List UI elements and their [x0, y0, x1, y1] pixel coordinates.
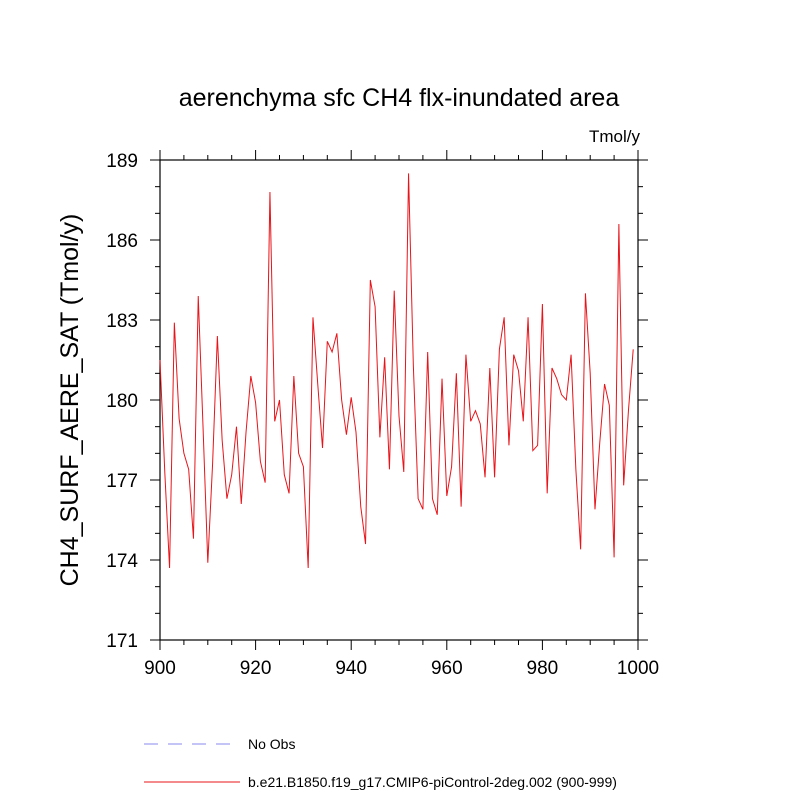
legend: No Obs b.e21.B1850.f19_g17.CMIP6-piContr… — [144, 736, 617, 790]
x-tick-label: 960 — [431, 658, 463, 679]
legend-item-model: b.e21.B1850.f19_g17.CMIP6-piControl-2deg… — [144, 774, 617, 790]
series-line — [159, 173, 634, 569]
y-tick-label: 189 — [106, 151, 138, 172]
x-tick-label: 900 — [144, 658, 176, 679]
legend-item-no-obs: No Obs — [144, 736, 295, 752]
units-label: Tmol/y — [589, 127, 641, 146]
axis-tick-labels: 900 920 940 960 980 1000 171 174 177 180 183 186 189 — [106, 151, 659, 679]
legend-label-model: b.e21.B1850.f19_g17.CMIP6-piControl-2deg… — [248, 774, 617, 790]
y-tick-label: 171 — [106, 631, 138, 652]
legend-label-no-obs: No Obs — [248, 736, 295, 752]
x-tick-label: 980 — [527, 658, 559, 679]
x-tick-label: 920 — [240, 658, 272, 679]
y-axis-label: CH4_SURF_AERE_SAT (Tmol/y) — [56, 214, 84, 587]
y-tick-label: 183 — [106, 311, 138, 332]
x-tick-label: 1000 — [617, 658, 659, 679]
chart-title: aerenchyma sfc CH4 flx-inundated area — [179, 84, 620, 112]
y-tick-label: 180 — [106, 391, 138, 412]
plot-area: 900 920 940 960 980 1000 171 174 177 180 183 186 189 — [106, 150, 659, 679]
y-tick-label: 177 — [106, 471, 138, 492]
axis-ticks — [150, 150, 648, 650]
x-tick-label: 940 — [335, 658, 367, 679]
y-tick-label: 174 — [106, 551, 138, 572]
data-points — [159, 173, 633, 569]
y-tick-label: 186 — [106, 231, 138, 252]
